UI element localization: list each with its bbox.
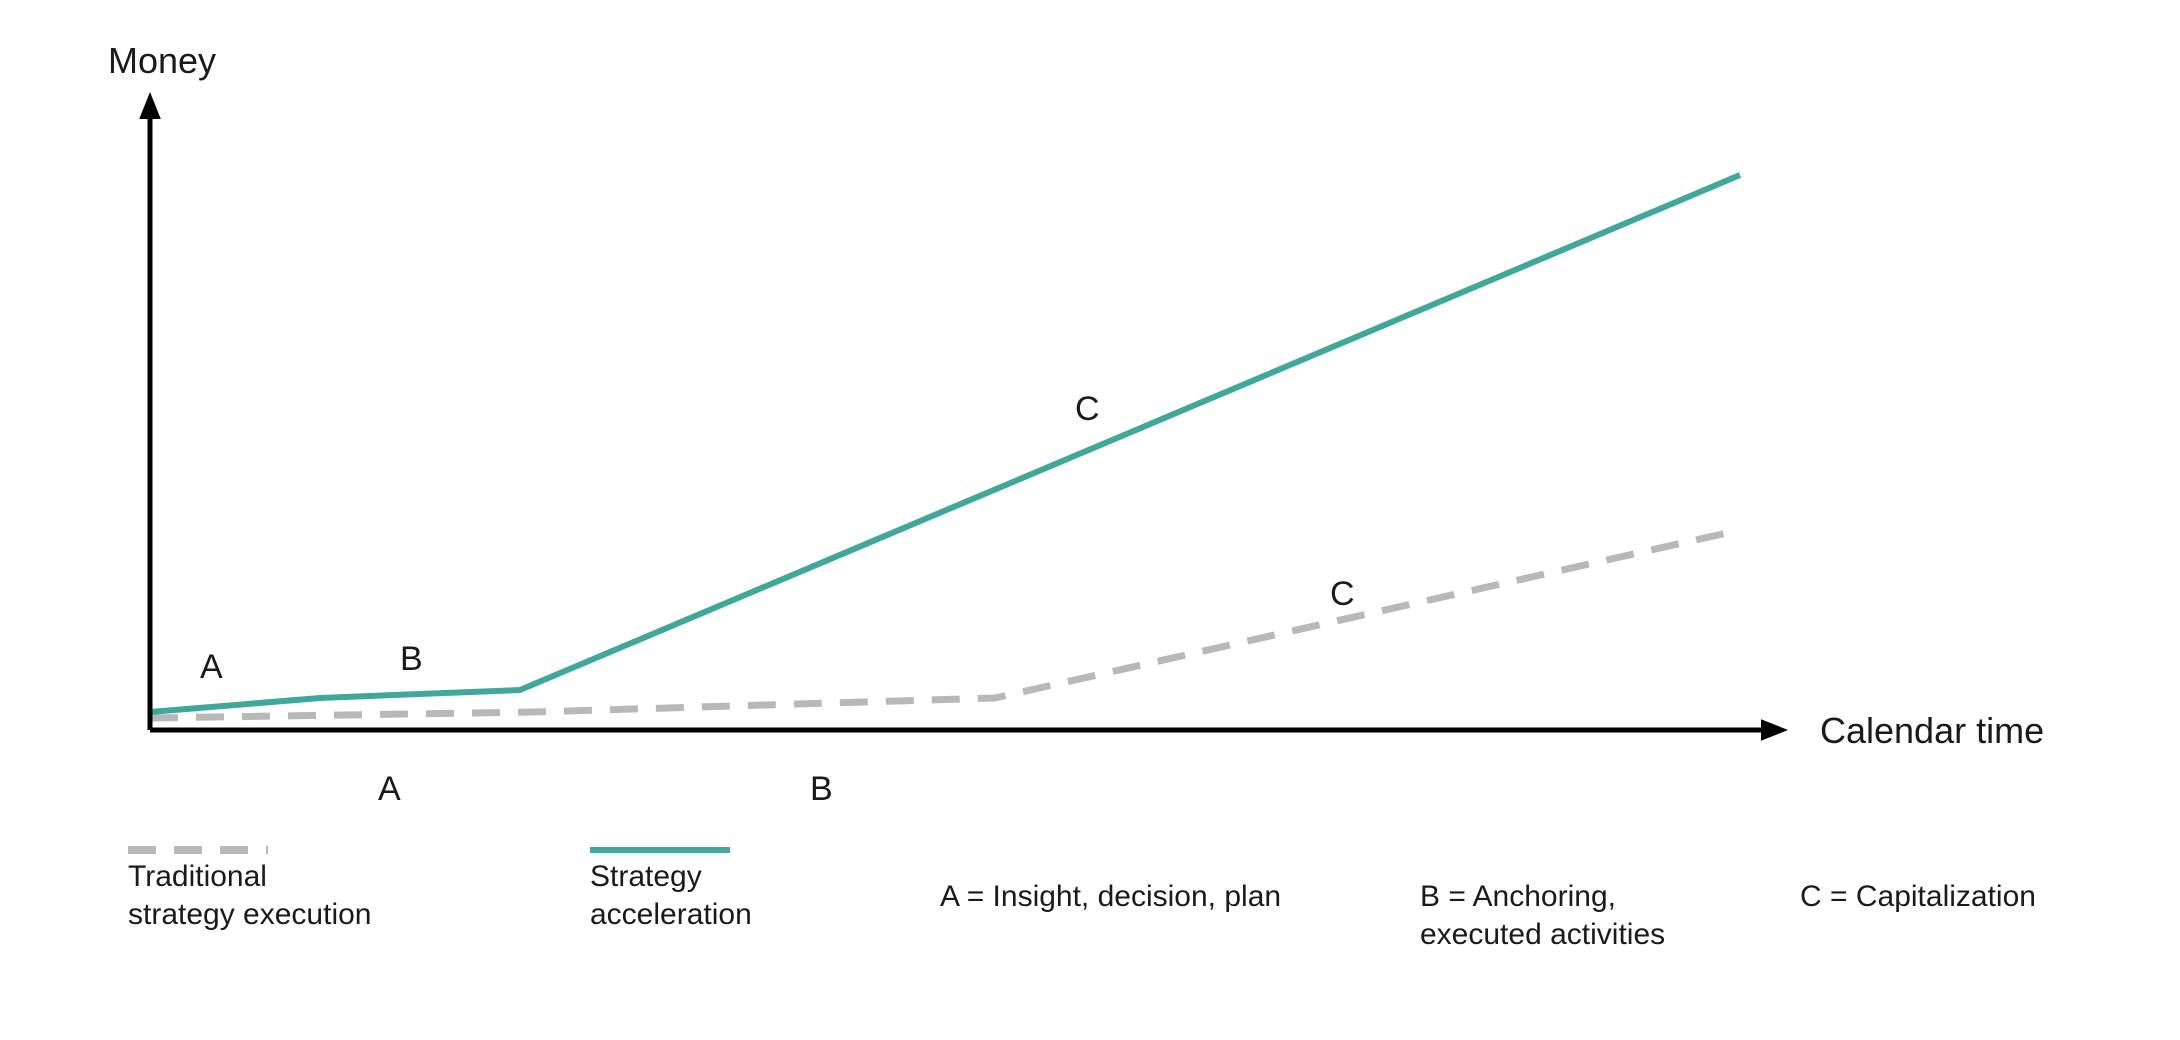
legend-label: B = Anchoring, executed activities (1420, 878, 1665, 953)
legend-item: B = Anchoring, executed activities (1420, 840, 1665, 953)
point-label: B (400, 640, 423, 679)
legend-label: A = Insight, decision, plan (940, 878, 1281, 916)
legend-label: Strategy acceleration (590, 858, 752, 933)
legend-swatch (128, 840, 268, 860)
point-label: A (200, 648, 223, 687)
series-traditional (150, 530, 1740, 718)
point-label: B (810, 770, 833, 809)
legend-item: C = Capitalization (1800, 840, 2036, 916)
point-label: C (1330, 575, 1355, 614)
legend-item: A = Insight, decision, plan (940, 840, 1281, 916)
legend-swatch (590, 840, 730, 860)
legend-item: Strategy acceleration (590, 840, 752, 933)
x-axis-arrow (1761, 719, 1788, 741)
legend-label: C = Capitalization (1800, 878, 2036, 916)
legend-item: Traditional strategy execution (128, 840, 371, 933)
legend-label: Traditional strategy execution (128, 858, 371, 933)
series-acceleration (150, 175, 1740, 712)
y-axis-arrow (139, 92, 161, 119)
point-label: A (378, 770, 401, 809)
strategy-chart: Money Calendar time ABCABC Traditional s… (0, 0, 2180, 1040)
point-label: C (1075, 390, 1100, 429)
